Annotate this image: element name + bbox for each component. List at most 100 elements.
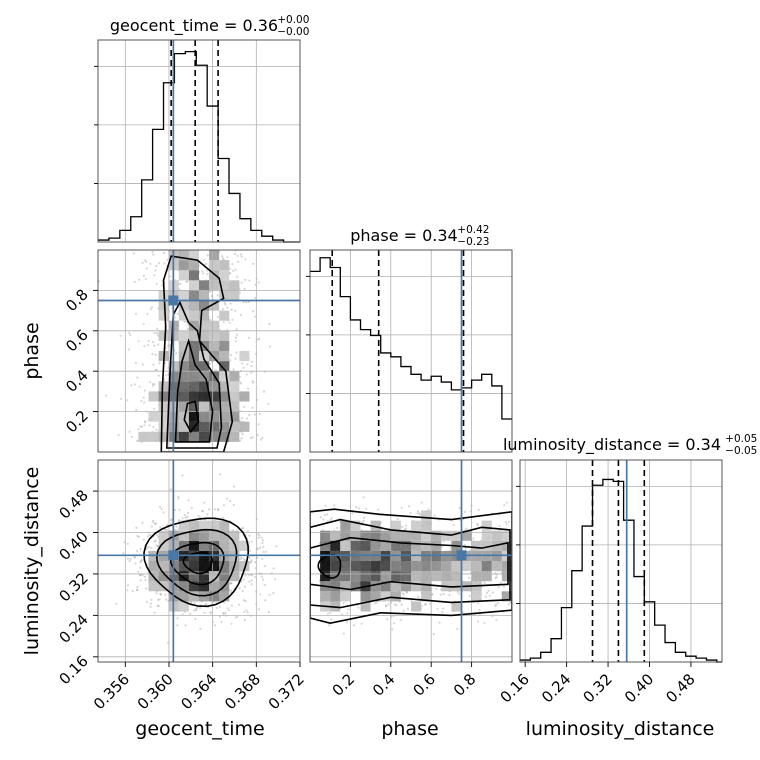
density-cell	[209, 561, 220, 572]
density-cell	[209, 530, 220, 541]
sample-point	[157, 343, 160, 346]
sample-point	[126, 399, 129, 402]
density-cell	[400, 530, 411, 541]
density-cell	[209, 300, 220, 311]
histogram-luminosity_distance	[520, 478, 722, 663]
sample-point	[241, 362, 244, 365]
density-cell	[178, 250, 189, 261]
sample-point	[495, 618, 498, 622]
y-tick-label: 0.16	[55, 652, 91, 688]
sample-point	[236, 275, 239, 278]
sample-point	[242, 300, 245, 304]
sample-point	[222, 504, 225, 507]
sample-point	[184, 624, 187, 627]
density-cell	[400, 540, 411, 551]
sample-point	[133, 383, 136, 386]
sample-point	[232, 269, 235, 272]
sample-point	[408, 505, 411, 508]
density-cell	[209, 280, 220, 291]
density-cell	[199, 290, 210, 301]
sample-point	[165, 528, 168, 532]
sample-point	[139, 425, 142, 428]
sample-point	[139, 574, 142, 577]
density-cell	[501, 561, 512, 572]
sample-point	[151, 340, 155, 344]
density-cell	[411, 601, 422, 612]
sample-point	[324, 504, 327, 507]
sample-point	[153, 540, 156, 543]
sample-point	[263, 583, 266, 587]
density-cell	[199, 401, 210, 412]
density-cell	[199, 320, 210, 331]
density-cell	[340, 581, 351, 592]
sample-point	[487, 589, 490, 592]
sample-point	[131, 590, 134, 593]
sample-point	[357, 606, 360, 609]
sample-point	[342, 632, 345, 635]
sample-point	[243, 287, 246, 291]
x-tick-label: 0.368	[221, 670, 264, 713]
sample-point	[154, 539, 157, 542]
sample-point	[155, 522, 158, 525]
sample-point	[134, 361, 137, 364]
density-cell	[431, 571, 442, 582]
density-cell	[138, 431, 149, 442]
sample-point	[495, 576, 498, 579]
sample-point	[208, 508, 211, 511]
density-cell	[148, 581, 159, 592]
sample-point	[235, 328, 238, 331]
contour	[183, 400, 200, 434]
sample-point	[156, 334, 159, 337]
title-main: luminosity_distance = 0.34	[503, 435, 721, 455]
density-cell	[360, 571, 371, 582]
density-cell	[400, 581, 411, 592]
density-cell	[188, 520, 199, 531]
density-cell	[209, 260, 220, 271]
density-cell	[471, 571, 482, 582]
sample-point	[143, 401, 146, 404]
sample-point	[251, 574, 254, 577]
sample-point	[230, 308, 233, 311]
sample-point	[126, 589, 129, 592]
density-cell	[219, 381, 230, 392]
sample-point	[251, 380, 254, 383]
density-cell	[421, 520, 432, 531]
x-tick-label: 0.24	[538, 670, 574, 706]
sample-point	[175, 525, 178, 528]
sample-point	[218, 615, 221, 618]
density-cell	[219, 391, 230, 402]
sample-point	[254, 561, 257, 564]
sample-point	[177, 495, 180, 498]
sample-point	[233, 252, 236, 256]
sample-point	[442, 607, 445, 610]
sample-point	[189, 612, 192, 616]
sample-point	[257, 536, 260, 539]
sample-point	[231, 318, 234, 321]
sample-point	[384, 604, 387, 608]
sample-point	[170, 522, 173, 525]
density-cell	[481, 561, 492, 572]
density-cell	[158, 381, 169, 392]
sample-point	[209, 318, 212, 322]
density-cell	[219, 340, 230, 351]
sample-point	[221, 255, 224, 258]
density-cell	[209, 351, 220, 362]
sample-point	[234, 340, 237, 343]
sample-point	[261, 541, 264, 545]
density-cell	[188, 280, 199, 291]
density-cell	[390, 530, 401, 541]
sample-point	[261, 557, 264, 560]
density-cell	[350, 520, 361, 531]
density-cell	[370, 520, 381, 531]
density-cell	[501, 540, 512, 551]
density-cell	[219, 591, 230, 602]
sample-point	[496, 602, 500, 605]
sample-point	[129, 333, 132, 336]
sample-point	[234, 357, 237, 360]
sample-point	[406, 607, 409, 610]
sample-point	[153, 611, 156, 614]
density-cell	[229, 421, 240, 432]
sample-point	[214, 624, 217, 627]
density-cell	[239, 391, 250, 402]
sample-point	[249, 561, 253, 564]
